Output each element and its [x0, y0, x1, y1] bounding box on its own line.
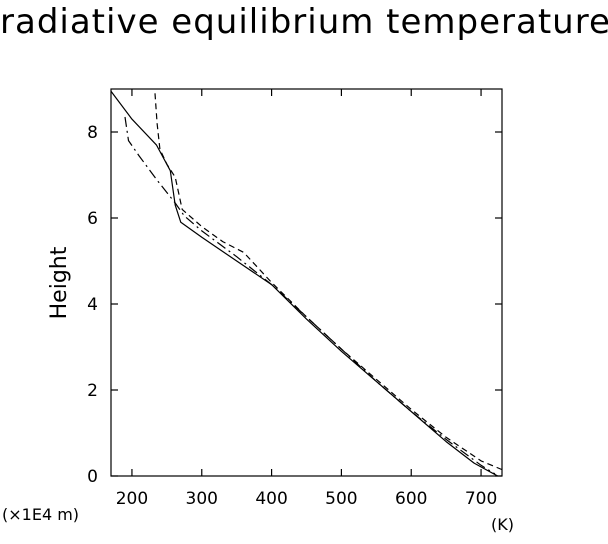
x-tick-label: 300 — [186, 489, 218, 509]
series-line-dashed — [154, 93, 502, 471]
x-tick-label: 200 — [116, 489, 148, 509]
series-line-dashdot — [124, 116, 496, 475]
y-tick-label: 2 — [87, 381, 98, 401]
series-line-solid — [111, 90, 499, 476]
y-unit-label: (×1E4 m) — [2, 505, 79, 524]
x-tick-label: 700 — [465, 489, 497, 509]
y-tick-label: 6 — [87, 209, 98, 229]
x-tick-label: 400 — [255, 489, 287, 509]
y-tick-label: 8 — [87, 123, 98, 143]
x-unit-label: (K) — [491, 515, 514, 534]
x-tick-label: 500 — [325, 489, 357, 509]
y-tick-label: 0 — [87, 467, 98, 487]
y-tick-label: 4 — [87, 295, 98, 315]
y-axis-label: Height — [47, 246, 72, 319]
x-tick-label: 600 — [395, 489, 427, 509]
chart-title: radiative equilibrium temperature — [0, 2, 608, 42]
plot-frame — [110, 88, 503, 477]
